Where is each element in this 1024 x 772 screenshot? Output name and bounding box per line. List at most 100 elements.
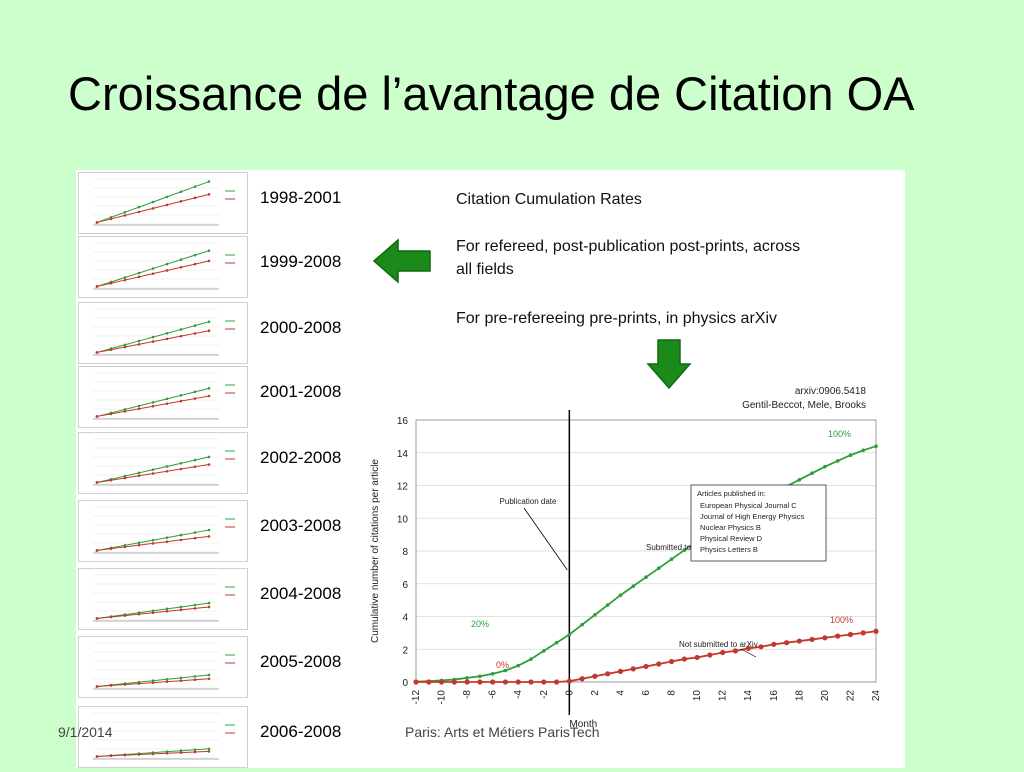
mini-point-non-oa <box>109 348 113 352</box>
mini-point-oa <box>207 387 211 390</box>
mini-point-non-oa <box>123 476 127 480</box>
series-point <box>873 628 879 634</box>
x-tick-label: 6 <box>641 690 652 696</box>
mini-point-non-oa <box>179 399 183 403</box>
note-preprints: For pre-refereeing pre-prints, in physic… <box>456 310 778 327</box>
series-point <box>810 471 814 476</box>
note-refereed-line1: For refereed, post-publication post-prin… <box>456 238 801 255</box>
mini-point-non-oa <box>151 272 155 275</box>
series-point <box>477 679 483 685</box>
mini-point-oa <box>193 185 197 188</box>
mini-point-oa <box>137 339 141 343</box>
series-point <box>451 679 457 685</box>
x-tick-label: 18 <box>794 690 805 702</box>
mini-point-non-oa <box>123 278 127 282</box>
mini-point-non-oa <box>179 679 183 682</box>
y-tick-label: 10 <box>397 514 409 525</box>
mini-point-non-oa <box>123 410 127 413</box>
mini-point-non-oa <box>95 481 99 484</box>
mini-chart <box>78 432 248 494</box>
series-point <box>553 679 560 685</box>
note-refereed-line2: all fields <box>456 261 514 279</box>
citation-chart: arxiv:0906.5418 Gentil-Beccot, Mele, Broo… <box>370 386 882 730</box>
note-heading: Citation Cumulation Rates <box>456 191 642 208</box>
series-point <box>809 636 815 643</box>
series-point <box>464 679 470 685</box>
mini-point-non-oa <box>151 207 155 210</box>
series-point <box>745 645 751 652</box>
series-point <box>732 648 739 654</box>
x-tick-label: -2 <box>539 690 550 699</box>
mini-point-non-oa <box>123 214 127 217</box>
series-point <box>835 459 840 463</box>
series-point <box>822 635 828 641</box>
footer-date: 9/1/2014 <box>58 724 113 740</box>
mini-chart <box>78 172 248 234</box>
mini-point-non-oa <box>165 609 169 613</box>
mini-point-oa <box>151 267 155 270</box>
pct-end-non-oa: 100% <box>830 615 853 625</box>
x-tick-label: -4 <box>513 690 524 699</box>
y-tick-label: 6 <box>402 580 408 591</box>
mini-point-oa <box>151 200 155 204</box>
series-point <box>783 640 790 646</box>
mini-point-oa <box>165 331 169 335</box>
legend-box <box>690 484 827 562</box>
mini-point-oa <box>151 401 155 404</box>
mini-point-oa <box>179 190 183 194</box>
mini-point-non-oa <box>165 751 169 755</box>
series-point <box>478 674 482 679</box>
figure-panel: 1998-2001 1999-2008 2000-2008 2001-2008 2002… <box>76 170 905 768</box>
mini-point-oa <box>137 271 141 275</box>
series-label-not-submitted: Not submitted to arXiv <box>679 640 758 649</box>
y-tick-label: 4 <box>402 613 408 624</box>
mini-chart <box>78 568 248 630</box>
series-point <box>631 584 636 589</box>
mini-point-non-oa <box>165 402 169 405</box>
series-point <box>681 656 687 662</box>
x-tick-label: -6 <box>488 690 499 699</box>
y-tick-label: 0 <box>402 678 408 689</box>
mini-point-non-oa <box>95 351 99 354</box>
y-axis-label: Cumulative number of citations per artic… <box>370 459 381 643</box>
mini-point-non-oa <box>123 345 127 349</box>
series-point <box>796 638 802 644</box>
mini-chart-plot <box>93 642 235 690</box>
mini-chart <box>78 706 248 768</box>
mini-point-non-oa <box>95 221 99 224</box>
mini-point-oa <box>207 528 211 532</box>
series-point <box>515 679 521 685</box>
series-point <box>566 678 572 684</box>
series-point <box>605 603 610 607</box>
mini-point-oa <box>165 262 169 266</box>
series-point <box>426 679 432 685</box>
mini-point-oa <box>151 609 155 613</box>
mini-point-non-oa <box>207 605 211 609</box>
mini-point-oa <box>207 455 211 459</box>
mini-point-non-oa <box>165 680 169 683</box>
mini-point-oa <box>179 605 183 609</box>
legend-item: European Physical Journal C <box>700 501 797 510</box>
mini-point-non-oa <box>137 682 141 685</box>
mini-point-non-oa <box>95 685 99 688</box>
mini-point-oa <box>151 679 155 682</box>
x-tick-label: 14 <box>743 690 754 702</box>
mini-point-non-oa <box>179 608 183 612</box>
mini-chart-plot <box>93 712 235 760</box>
mini-point-non-oa <box>207 193 211 196</box>
range-label: 2002-2008 <box>260 448 342 467</box>
mini-point-non-oa <box>179 751 183 754</box>
x-tick-label: 24 <box>871 690 882 702</box>
mini-point-non-oa <box>109 754 113 758</box>
mini-point-oa <box>179 533 183 537</box>
mini-point-non-oa <box>207 394 211 398</box>
mini-point-non-oa <box>151 681 155 684</box>
series-point <box>630 666 636 672</box>
series-point <box>669 557 674 561</box>
mini-point-oa <box>193 603 197 607</box>
series-point <box>668 658 675 665</box>
y-tick-label: 8 <box>402 547 408 558</box>
series-point <box>835 633 841 639</box>
x-tick-label: 12 <box>718 690 729 702</box>
x-tick-label: -10 <box>437 690 448 705</box>
